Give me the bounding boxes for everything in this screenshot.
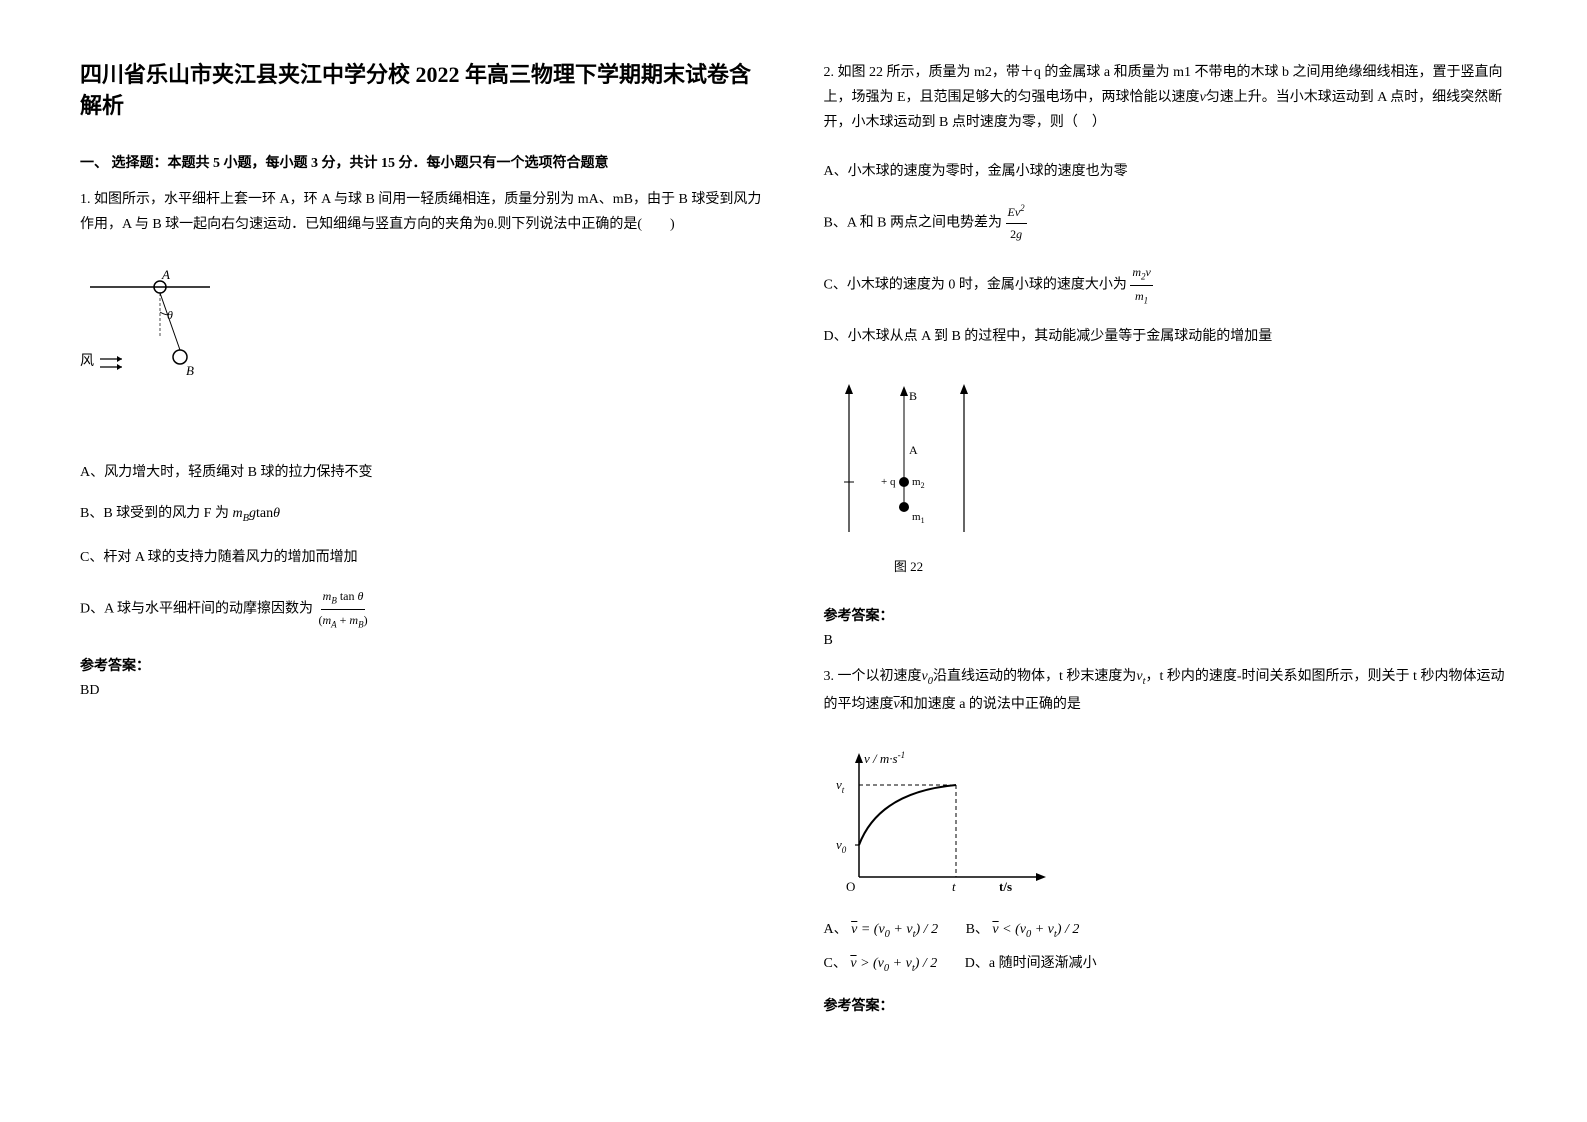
q1-answer: BD (80, 683, 764, 699)
q1-optb-prefix: B、B 球受到的风力 F 为 (80, 506, 232, 521)
svg-text:θ: θ (167, 308, 173, 322)
q3-options-row2: C、 v > (v0 + vt) / 2 D、a 随时间逐渐减小 (824, 952, 1508, 974)
q1-option-a: A、风力增大时，轻质绳对 B 球的拉力保持不变 (80, 460, 764, 485)
q1-option-b: B、B 球受到的风力 F 为 mBgtanθ (80, 501, 764, 529)
right-column: 2. 如图 22 所示，质量为 m2，带＋q 的金属球 a 和质量为 m1 不带… (824, 60, 1508, 1062)
svg-text:O: O (846, 879, 855, 894)
q3-stem-2: 沿直线运动的物体，t 秒末速度为 (933, 669, 1136, 684)
q2-optb-fraction: Ev2 2g (1006, 200, 1027, 246)
q2-answer-label: 参考答案： (824, 605, 1508, 625)
section-1-heading: 一、 选择题：本题共 5 小题，每小题 3 分，共计 15 分．每小题只有一个选… (80, 152, 764, 172)
svg-text:A: A (161, 267, 170, 282)
q2-option-a: A、小木球的速度为零时，金属小球的速度也为零 (824, 159, 1508, 184)
q2-option-c: C、小木球的速度为 0 时，金属小球的速度大小为 m2v m1 (824, 262, 1508, 308)
svg-text:v0: v0 (836, 837, 847, 855)
q3-optb-prefix: B、 (966, 922, 989, 937)
q3-opta-prefix: A、 (824, 922, 848, 937)
q3-optc-prefix: C、 (824, 956, 847, 971)
question-3-stem: 3. 一个以初速度v0沿直线运动的物体，t 秒末速度为vt，t 秒内的速度-时间… (824, 664, 1508, 717)
svg-text:风: 风 (80, 354, 94, 369)
exam-title: 四川省乐山市夹江县夹江中学分校 2022 年高三物理下学期期末试卷含解析 (80, 60, 764, 122)
q2-option-d: D、小木球从点 A 到 B 的过程中，其动能减少量等于金属球动能的增加量 (824, 324, 1508, 349)
q1-option-d: D、A 球与水平细杆间的动摩擦因数为 mB tan θ (mA + mB) (80, 586, 764, 632)
q3-option-d: D、a 随时间逐渐减小 (965, 952, 1097, 972)
q2-optc-prefix: C、小木球的速度为 0 时，金属小球的速度大小为 (824, 277, 1131, 292)
q3-answer-label: 参考答案： (824, 995, 1508, 1015)
q3-optb-formula: v < (v0 + vt) / 2 (992, 922, 1079, 937)
svg-text:t/s: t/s (999, 879, 1012, 894)
q1-diagram: A θ B 风 (80, 267, 220, 437)
svg-text:vt: vt (836, 777, 845, 795)
q3-optc-formula: v > (v0 + vt) / 2 (850, 956, 937, 971)
svg-text:+ q: + q (881, 476, 896, 488)
svg-text:v / m·s-1: v / m·s-1 (864, 750, 905, 766)
q3-diagram: v / m·s-1 vt v0 O t t/s (824, 747, 1054, 897)
q2-optb-prefix: B、A 和 B 两点之间电势差为 (824, 215, 1006, 230)
q3-option-a: A、 v = (v0 + vt) / 2 (824, 918, 939, 940)
question-2-stem: 2. 如图 22 所示，质量为 m2，带＋q 的金属球 a 和质量为 m1 不带… (824, 60, 1508, 136)
q1-option-c: C、杆对 A 球的支持力随着风力的增加而增加 (80, 545, 764, 570)
q3-optd-prefix: D、 (965, 956, 989, 971)
q3-vt: vt (1136, 669, 1145, 684)
q3-option-c: C、 v > (v0 + vt) / 2 (824, 952, 938, 974)
q3-stem-4: 和加速度 a 的说法中正确的是 (900, 697, 1081, 712)
q1-figure: A θ B 风 (80, 267, 764, 437)
q2-option-b: B、A 和 B 两点之间电势差为 Ev2 2g (824, 200, 1508, 246)
q2-optc-fraction: m2v m1 (1130, 262, 1153, 308)
svg-text:t: t (952, 879, 956, 894)
svg-text:m2: m2 (912, 476, 925, 490)
q2-figure: B A + q m2 m1 图 22 (824, 372, 1508, 575)
question-1-stem: 1. 如图所示，水平细杆上套一环 A，环 A 与球 B 间用一轻质绳相连，质量分… (80, 187, 764, 237)
q1-text: 1. 如图所示，水平细杆上套一环 A，环 A 与球 B 间用一轻质绳相连，质量分… (80, 192, 761, 232)
svg-text:A: A (909, 443, 918, 457)
q3-opta-formula: v = (v0 + vt) / 2 (851, 922, 938, 937)
q1-answer-label: 参考答案： (80, 655, 764, 675)
q3-optd-text: a 随时间逐渐减小 (989, 956, 1097, 971)
q1-optd-prefix: D、A 球与水平细杆间的动摩擦因数为 (80, 601, 313, 616)
svg-text:B: B (186, 363, 194, 378)
q3-option-b: B、 v < (v0 + vt) / 2 (966, 918, 1080, 940)
q2-diagram: B A + q m2 m1 (824, 372, 994, 552)
q1-optb-formula: mBg (232, 506, 256, 521)
left-column: 四川省乐山市夹江县夹江中学分校 2022 年高三物理下学期期末试卷含解析 一、 … (80, 60, 764, 1062)
q2-figure-caption: 图 22 (824, 556, 994, 575)
q2-answer: B (824, 633, 1508, 649)
q3-v0: v0 (922, 669, 933, 684)
q3-options-row1: A、 v = (v0 + vt) / 2 B、 v < (v0 + vt) / … (824, 918, 1508, 940)
q1-optd-fraction: mB tan θ (mA + mB) (316, 586, 369, 632)
q3-figure: v / m·s-1 vt v0 O t t/s (824, 747, 1508, 897)
q3-stem-1: 3. 一个以初速度 (824, 669, 922, 684)
svg-text:m1: m1 (912, 511, 925, 525)
svg-text:B: B (909, 389, 917, 403)
